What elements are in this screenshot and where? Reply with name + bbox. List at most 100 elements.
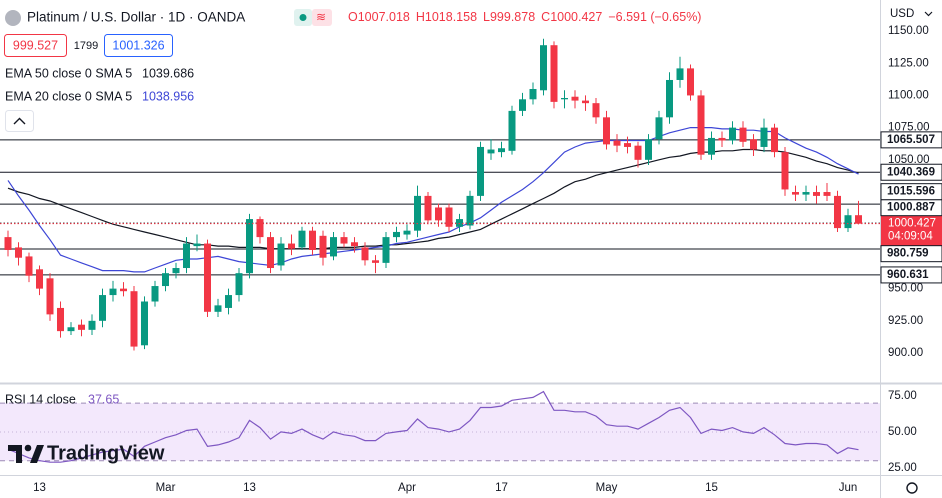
candle-body — [666, 79, 673, 118]
level-label: 1065.507 — [887, 134, 935, 146]
candle-body — [99, 295, 106, 321]
candle-body — [855, 215, 862, 224]
indicator-label: EMA 50 close 0 SMA 5 — [5, 66, 132, 80]
logo-icon — [24, 444, 32, 452]
x-tick-label: May — [596, 482, 618, 494]
candle-body — [466, 195, 474, 226]
candle-body — [676, 68, 684, 80]
current-price-box — [881, 215, 942, 246]
x-tick-label: Mar — [156, 482, 176, 494]
candle-body — [309, 230, 316, 250]
y-tick-label: 1100.00 — [888, 89, 929, 101]
ema-line — [7, 127, 859, 273]
candle-body — [498, 148, 505, 153]
ohlc-part: H1018.158 — [416, 10, 477, 24]
candle-body — [120, 288, 127, 292]
ohlc-values: O1007.018 H1018.158 L999.878 C1000.427 −6.59… — [348, 10, 701, 24]
candle-body — [624, 143, 631, 147]
level-label: 980.759 — [887, 248, 929, 260]
y-tick-label: 925.00 — [888, 315, 923, 327]
candle-body — [718, 137, 726, 141]
candle-body — [634, 145, 642, 160]
logo-icon — [30, 445, 44, 463]
candle-body — [130, 291, 138, 347]
x-tick-label: 15 — [705, 482, 718, 494]
candle-body — [67, 327, 75, 332]
logo-icon — [8, 445, 22, 463]
candle-body — [109, 288, 117, 296]
x-tick-label: 13 — [33, 482, 46, 494]
candle-body — [141, 301, 148, 346]
candle-body — [204, 243, 211, 312]
candle-body — [340, 237, 348, 244]
bid-box[interactable] — [4, 34, 67, 57]
candle-body — [183, 243, 190, 269]
candle-body — [760, 127, 768, 147]
candle-body — [78, 324, 85, 330]
candle-body — [540, 45, 547, 91]
candle-body — [372, 260, 379, 263]
candle-body — [162, 273, 169, 287]
candle-body — [802, 192, 810, 195]
symbol-title: Platinum / U.S. Dollar · 1D · OANDA — [27, 10, 245, 25]
candle-body — [571, 96, 579, 101]
candle-body — [414, 195, 421, 231]
y-tick-label: 1150.00 — [888, 25, 929, 37]
rsi-tick-label: 75.00 — [888, 390, 917, 402]
candle-body — [655, 117, 663, 140]
level-label-box — [880, 131, 942, 149]
candle-body — [750, 139, 757, 150]
current-price-label: 1000.427 — [888, 218, 936, 230]
level-label: 1000.887 — [887, 202, 935, 214]
candle-body — [15, 247, 22, 258]
level-label-box — [880, 266, 942, 284]
candle-body — [456, 219, 463, 227]
candle-body — [813, 192, 820, 196]
x-tick-label: Apr — [398, 482, 416, 494]
y-tick-label: 1125.00 — [888, 57, 929, 69]
market-open-dot — [299, 14, 307, 21]
candle-body — [487, 149, 495, 154]
candle-body — [36, 269, 43, 289]
indicator-value: 1039.686 — [142, 66, 194, 80]
ohlc-part: L999.878 — [483, 10, 535, 24]
candle-body — [172, 268, 180, 274]
spread: 1799 — [74, 40, 98, 52]
rsi-tick-label: 25.00 — [888, 462, 917, 474]
candle-body — [361, 247, 369, 261]
x-tick-label: Jun — [839, 482, 858, 494]
ask-price: 1001.326 — [112, 38, 164, 52]
candle-body — [25, 256, 33, 276]
candle-body — [214, 305, 222, 312]
symbol-icon — [5, 10, 21, 26]
candle-body — [687, 68, 694, 96]
currency-dropdown[interactable] — [924, 11, 933, 17]
indicator-label: EMA 20 close 0 SMA 5 — [5, 89, 132, 103]
level-label-box — [880, 183, 942, 201]
collapse-button[interactable] — [5, 110, 34, 132]
candle-body — [351, 242, 358, 247]
candle-body — [592, 103, 600, 118]
settings-icon[interactable] — [906, 482, 918, 494]
candle-body — [844, 215, 852, 229]
ohlc-part: O1007.018 — [348, 10, 410, 24]
y-tick-label: 1050.00 — [888, 154, 930, 166]
level-label: 1015.596 — [887, 186, 935, 198]
candle-body — [225, 295, 232, 308]
candle-body — [823, 192, 831, 196]
candle-body — [393, 231, 400, 238]
candle-body — [697, 95, 705, 155]
ask-box[interactable] — [104, 34, 173, 57]
candle-body — [561, 98, 568, 100]
y-tick-label: 950.00 — [888, 283, 923, 295]
candle-body — [613, 140, 621, 146]
candle-body — [582, 100, 589, 104]
candle-body — [246, 219, 253, 274]
candle-body — [529, 88, 537, 100]
candle-body — [277, 243, 285, 266]
rsi-value: 37.65 — [88, 392, 119, 406]
countdown-label: 04:09:04 — [888, 231, 933, 243]
level-label-box — [880, 163, 942, 181]
